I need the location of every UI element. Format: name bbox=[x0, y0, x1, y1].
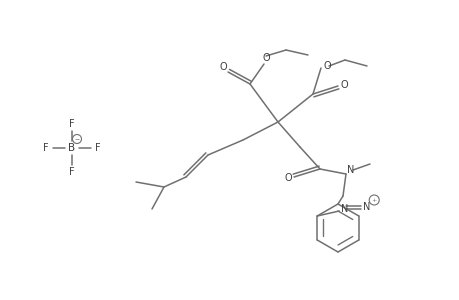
Text: N: N bbox=[340, 204, 347, 214]
Text: F: F bbox=[69, 167, 75, 177]
Text: O: O bbox=[323, 61, 330, 71]
Text: −: − bbox=[74, 136, 79, 142]
Text: O: O bbox=[262, 53, 269, 63]
Text: F: F bbox=[43, 143, 49, 153]
Text: +: + bbox=[371, 197, 376, 202]
Text: O: O bbox=[340, 80, 347, 90]
Text: O: O bbox=[218, 62, 226, 72]
Text: N: N bbox=[362, 202, 369, 212]
Text: F: F bbox=[95, 143, 101, 153]
Text: B: B bbox=[68, 143, 75, 153]
Text: O: O bbox=[284, 173, 291, 183]
Text: N: N bbox=[347, 165, 354, 175]
Text: F: F bbox=[69, 119, 75, 129]
